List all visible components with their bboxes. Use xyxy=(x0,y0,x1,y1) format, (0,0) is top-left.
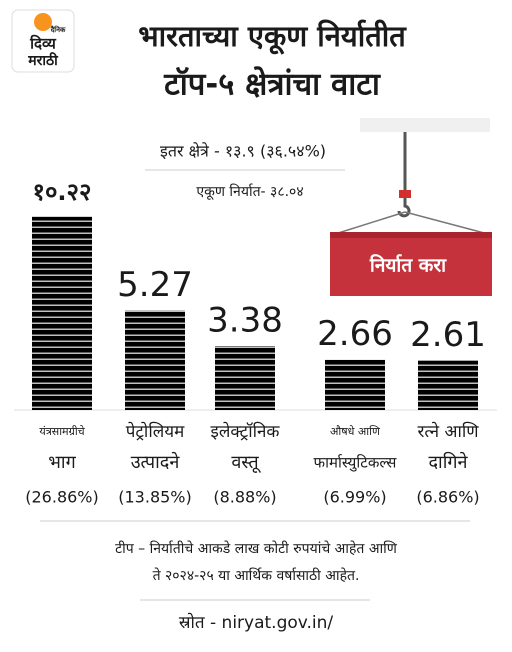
value-label: १०.२२ xyxy=(32,178,91,206)
subtitle: इतर क्षेत्रे - १३.९ (३६.५४%) xyxy=(160,142,326,161)
x-tick-label: वस्तू xyxy=(231,452,261,473)
note: टीप – निर्यातीचे आकडे लाख कोटी रुपयांचे … xyxy=(115,540,398,557)
share-label: (13.85%) xyxy=(118,488,192,507)
logo: दैनिक दिव्य मराठी xyxy=(11,9,75,73)
x-tick-label: यंत्रसामग्रीचे xyxy=(39,425,85,438)
x-tick-label: फार्मास्युटिकल्स xyxy=(314,454,398,473)
value-label: 2.61 xyxy=(410,315,486,355)
logo-top: दैनिक xyxy=(50,25,66,34)
chart-title: टॉप-५ क्षेत्रांचा वाटा xyxy=(163,66,381,103)
x-tick-label: औषधे आणि xyxy=(330,425,381,438)
value-label: 3.38 xyxy=(207,301,283,341)
crane-container: निर्यात करा xyxy=(330,118,492,296)
x-tick-label: दागिने xyxy=(428,451,468,473)
total: एकूण निर्यात- ३८.०४ xyxy=(196,183,303,200)
source: स्रोत - niryat.gov.in/ xyxy=(179,612,334,633)
note: ते २०२४-२५ या आर्थिक वर्षासाठी आहेत. xyxy=(153,567,360,584)
bar xyxy=(325,359,385,410)
bar xyxy=(125,310,185,410)
x-tick-label: भाग xyxy=(48,452,76,473)
x-tick-label: पेट्रोलियम xyxy=(126,421,185,442)
logo-line: मराठी xyxy=(27,52,59,69)
value-label: 5.27 xyxy=(117,265,193,305)
share-label: (8.88%) xyxy=(213,488,276,507)
x-tick-label: उत्पादने xyxy=(131,451,181,473)
chart-title: भारताच्या एकूण निर्यातीत xyxy=(138,19,407,55)
bars: १०.२२ यंत्रसामग्रीचे भाग (26.86%) 5.27 पेट्रो… xyxy=(25,178,486,507)
share-label: (6.99%) xyxy=(323,488,386,507)
share-label: (6.86%) xyxy=(416,488,479,507)
value-label: 2.66 xyxy=(317,314,393,354)
x-tick-label: रत्ने आणि xyxy=(417,421,479,442)
x-tick-label: इलेक्ट्रॉनिक xyxy=(210,421,280,442)
logo-line: दिव्य xyxy=(29,35,57,53)
bar xyxy=(215,346,275,410)
bar xyxy=(418,360,478,410)
share-label: (26.86%) xyxy=(25,488,99,507)
bar xyxy=(32,216,92,410)
banner: निर्यात करा xyxy=(369,254,447,277)
